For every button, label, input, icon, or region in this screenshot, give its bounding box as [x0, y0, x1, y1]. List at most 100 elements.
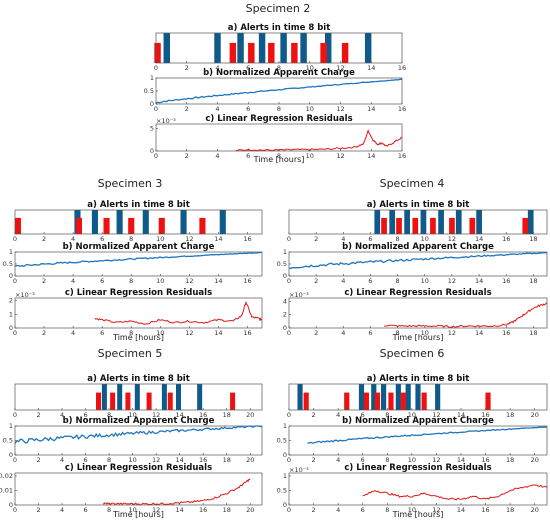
panel-c-title: c) Linear Regression Residuals [205, 114, 352, 124]
x-tick-label: 6 [84, 411, 88, 419]
panel-a-frame [288, 209, 548, 235]
alert-bar-red [374, 392, 381, 410]
panel-b-title: b) Normalized Apparent Charge [342, 242, 494, 252]
y-tick-label: 0.5 [277, 260, 287, 268]
x-tick-label: 14 [214, 277, 222, 285]
x-tick-label: 0 [154, 105, 158, 113]
x-tick-label: 18 [506, 411, 514, 419]
x-tick-label: 6 [246, 64, 250, 72]
alert-bar-blue [404, 210, 410, 234]
x-tick-label: 0 [287, 277, 291, 285]
alert-bar-red [303, 392, 309, 410]
x-tick-label: 18 [506, 506, 514, 514]
x-tick-label: 6 [361, 411, 365, 419]
alert-bar-red [199, 217, 206, 234]
x-tick-label: 16 [243, 235, 251, 243]
x-tick-label: 12 [432, 506, 440, 514]
x-tick-label: 8 [277, 152, 281, 160]
alert-bar-blue [324, 33, 332, 63]
panel-c-title: c) Linear Regression Residuals [344, 463, 491, 473]
alert-bar-red [381, 217, 387, 234]
y-tick-label: 0 [283, 451, 287, 459]
y-tick-label: 0 [9, 451, 13, 459]
panel-c-frame [14, 297, 263, 329]
x-tick-label: 6 [100, 235, 104, 243]
x-tick-label: 8 [385, 456, 389, 464]
alert-bar-red [96, 392, 102, 410]
alert-bar-red [341, 42, 349, 63]
x-tick-label: 14 [457, 506, 465, 514]
x-tick-label: 8 [385, 411, 389, 419]
panel-a-title: a) Alerts in time 8 bit [87, 374, 190, 384]
x-tick-label: 16 [502, 235, 510, 243]
x-tick-label: 18 [506, 456, 514, 464]
x-axis-label: Time [hours] [392, 333, 444, 342]
x-tick-label: 20 [531, 456, 539, 464]
x-tick-label: 6 [246, 105, 250, 113]
alert-bar-red [388, 392, 394, 410]
panel-b-title: b) Normalized Apparent Charge [342, 416, 494, 426]
x-tick-label: 2 [314, 235, 318, 243]
alert-bar-blue [374, 210, 381, 234]
x-tick-label: 16 [502, 277, 510, 285]
alert-bar-red [291, 42, 298, 63]
x-tick-label: 8 [107, 506, 111, 514]
y-tick-label: 1 [9, 248, 13, 256]
y-tick-label: 1 [9, 310, 13, 318]
y-tick-label: 2 [283, 311, 287, 319]
x-tick-label: 2 [36, 411, 40, 419]
alert-bar-red [230, 392, 236, 410]
panel-b-title: b) Normalized Apparent Charge [203, 68, 355, 78]
alert-bar-blue [142, 210, 149, 234]
x-tick-label: 0 [13, 277, 17, 285]
panel-c-frame [155, 123, 403, 152]
y-tick-label: 0.5 [277, 486, 287, 494]
y-exponent-label: ×10⁻³ [156, 117, 176, 125]
alert-bar-red [154, 42, 161, 63]
x-tick-label: 12 [448, 277, 456, 285]
panel-a-alerts: a) Alerts in time 8 bit 0 2 4 6 8 10 12 14 16 18 20 [13, 374, 263, 419]
x-tick-label: 10 [408, 456, 416, 464]
x-tick-label: 18 [529, 277, 537, 285]
x-tick-label: 14 [367, 105, 375, 113]
alert-bar-red [268, 42, 275, 63]
x-tick-label: 6 [100, 329, 104, 337]
x-tick-label: 8 [396, 329, 400, 337]
x-tick-label: 6 [361, 456, 365, 464]
x-tick-label: 10 [421, 329, 429, 337]
x-tick-label: 4 [215, 64, 219, 72]
alert-bar-blue [180, 210, 187, 234]
y-tick-label: 0 [150, 147, 154, 155]
y-tick-label: 1 [283, 248, 287, 256]
charge-series [307, 426, 548, 444]
x-tick-label: 8 [129, 277, 133, 285]
x-tick-label: 16 [398, 64, 406, 72]
x-tick-label: 0 [154, 64, 158, 72]
x-tick-label: 16 [398, 152, 406, 160]
specimen-title: Specimen 6 [380, 347, 445, 360]
alert-bar-blue [91, 210, 98, 234]
alert-bar-blue [214, 33, 221, 63]
x-tick-label: 8 [277, 105, 281, 113]
x-tick-label: 16 [481, 411, 489, 419]
x-tick-label: 10 [408, 411, 416, 419]
x-tick-label: 18 [529, 329, 537, 337]
specimen-title: Specimen 4 [380, 177, 445, 190]
x-tick-label: 12 [185, 329, 193, 337]
x-tick-label: 2 [36, 506, 40, 514]
x-tick-label: 6 [84, 506, 88, 514]
x-tick-label: 16 [199, 506, 207, 514]
alert-bar-red [469, 217, 476, 234]
panel-c-residuals: c) Linear Regression Residuals ×10⁻³ 0 5 0 2 4… [150, 114, 406, 160]
x-tick-label: 8 [385, 506, 389, 514]
x-tick-label: 0 [287, 411, 291, 419]
alert-bar-red [412, 217, 419, 234]
x-tick-label: 6 [100, 277, 104, 285]
x-tick-label: 16 [199, 411, 207, 419]
alert-bar-red [146, 392, 152, 410]
panel-a-alerts: a) Alerts in time 8 bit 0 2 4 6 8 10 12 14 16 [154, 23, 406, 72]
